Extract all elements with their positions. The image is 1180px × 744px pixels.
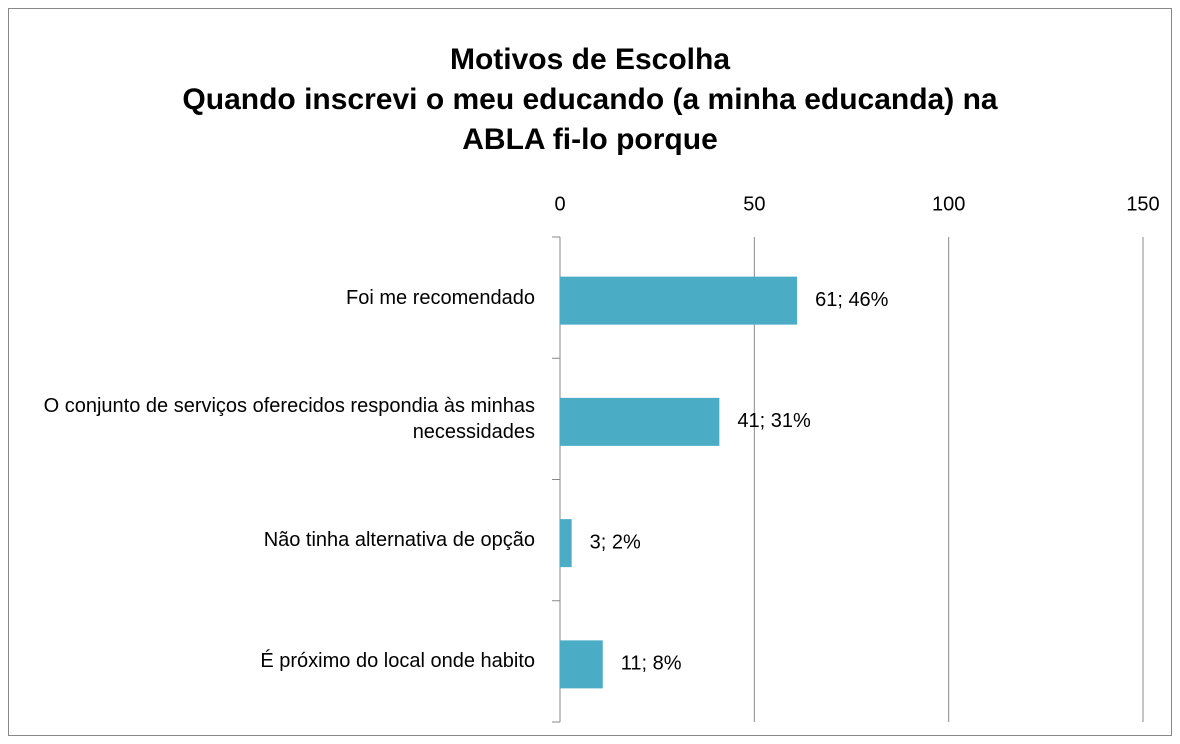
y-tick-label: É próximo do local onde habito (260, 650, 535, 673)
bar (560, 519, 572, 568)
data-label: 41; 31% (737, 410, 811, 432)
y-tick-label: Não tinha alternativa de opção (263, 529, 535, 552)
chart-border (8, 8, 1172, 736)
data-label: 61; 46% (815, 289, 889, 311)
bar (560, 640, 603, 689)
x-tick-label: 150 (1126, 193, 1159, 215)
data-label: 11; 8% (621, 653, 682, 675)
chart-subtitle: Quando inscrevi o meu educando (a minha … (182, 83, 998, 156)
y-tick-label: O conjunto de serviços oferecidos respon… (43, 394, 535, 443)
data-label: 3; 2% (590, 531, 641, 553)
x-tick-label: 50 (743, 193, 765, 215)
chart-title: Motivos de Escolha (449, 43, 731, 76)
x-tick-label: 100 (932, 193, 965, 215)
bar (560, 397, 720, 446)
y-tick-label: Foi me recomendado (346, 286, 535, 309)
bar (560, 276, 798, 325)
x-tick-label: 0 (554, 193, 565, 215)
